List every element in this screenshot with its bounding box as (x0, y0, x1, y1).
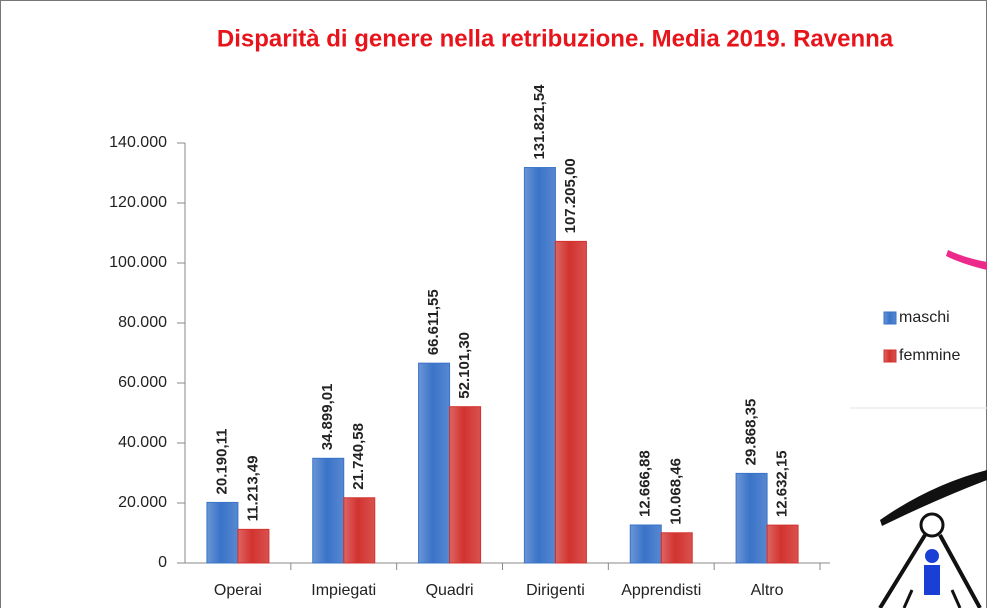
value-label: 12.666,88 (637, 450, 654, 517)
y-tick-label: 80.000 (118, 314, 167, 331)
value-label: 34.899,01 (319, 384, 336, 451)
y-tick-label: 0 (158, 554, 167, 571)
legend-label: femmine (899, 347, 960, 364)
x-tick-label: Dirigenti (526, 582, 585, 599)
x-tick-label: Quadri (426, 582, 474, 599)
x-tick-label: Impiegati (311, 582, 376, 599)
y-tick-label: 20.000 (118, 494, 167, 511)
value-label: 12.632,15 (774, 450, 791, 517)
value-label: 52.101,30 (456, 332, 473, 399)
value-label: 11.213,49 (244, 455, 261, 521)
y-tick-label: 40.000 (118, 434, 167, 451)
bar (418, 362, 451, 564)
bar (523, 167, 556, 564)
value-label: 10.068,46 (668, 458, 685, 525)
y-tick-label: 120.000 (109, 194, 167, 211)
y-tick-label: 60.000 (118, 374, 167, 391)
bar (554, 240, 587, 564)
value-label: 107.205,00 (562, 158, 579, 233)
value-label: 21.740,58 (350, 423, 367, 490)
y-tick-label: 140.000 (109, 134, 167, 151)
bar (237, 528, 270, 564)
legend-swatch (883, 311, 897, 325)
bar (660, 532, 693, 564)
bar (206, 501, 239, 564)
illustration (878, 470, 987, 608)
bar (449, 406, 482, 564)
decoration (946, 250, 987, 270)
bar (766, 524, 799, 564)
chart-title: Disparità di genere nella retribuzione. … (217, 25, 894, 52)
value-label: 66.611,55 (425, 289, 442, 355)
x-tick-label: Apprendisti (621, 582, 701, 599)
value-label: 20.190,11 (213, 429, 230, 495)
y-tick-label: 100.000 (109, 254, 167, 271)
bar (343, 497, 376, 564)
x-tick-label: Altro (751, 582, 784, 599)
bar (735, 472, 768, 564)
legend-swatch (883, 349, 897, 363)
value-label: 131.821,54 (531, 84, 548, 160)
bar (312, 457, 345, 564)
x-tick-label: Operai (214, 582, 262, 599)
value-label: 29.868,35 (743, 399, 760, 466)
bar (629, 524, 662, 564)
legend-label: maschi (899, 309, 950, 326)
